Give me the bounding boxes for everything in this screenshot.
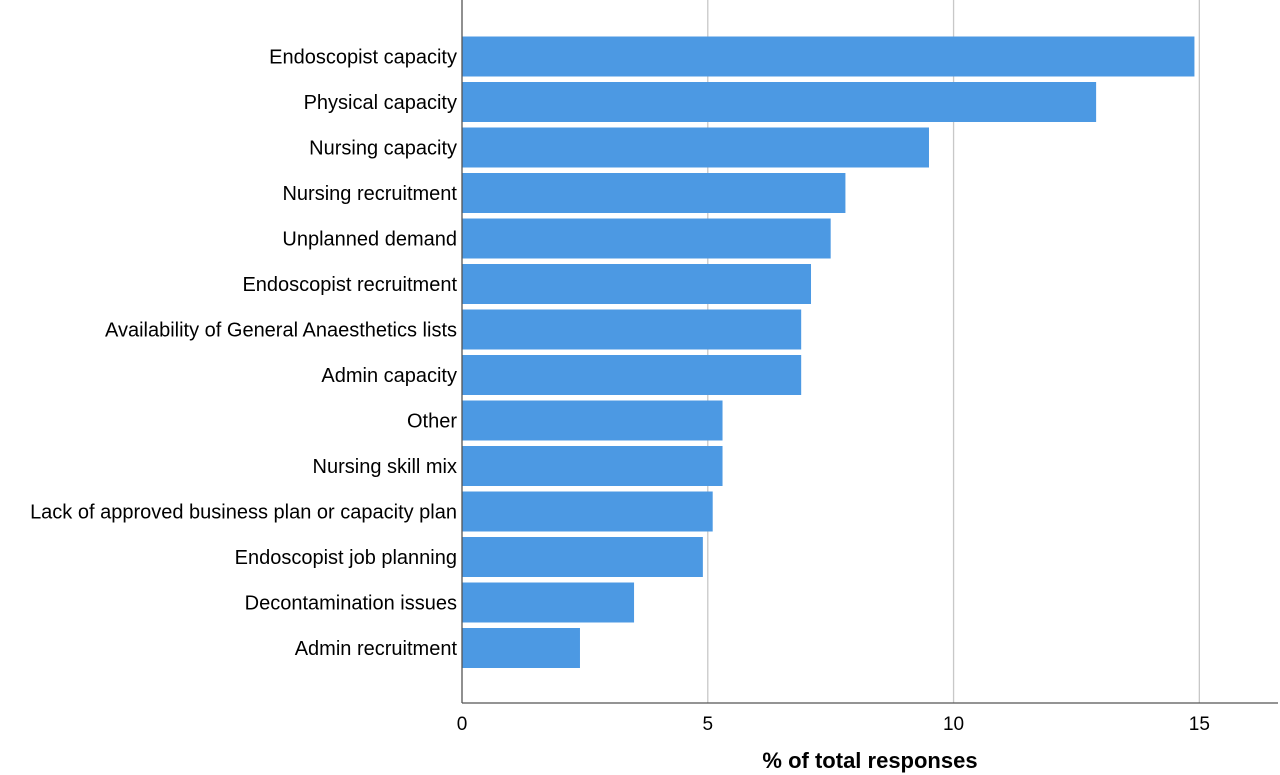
bar: [462, 446, 723, 486]
x-tick-label: 5: [702, 714, 713, 735]
category-label: Lack of approved business plan or capaci…: [30, 502, 457, 524]
bar: [462, 264, 812, 304]
bar: [462, 537, 703, 577]
category-label: Physical capacity: [304, 92, 457, 114]
bar: [462, 309, 802, 350]
axes: [461, 0, 1278, 704]
bar: [462, 582, 635, 623]
category-label: Endoscopist capacity: [269, 47, 457, 69]
category-label: Availability of General Anaesthetics lis…: [105, 320, 457, 342]
x-tick-label: 0: [457, 714, 468, 735]
category-label: Admin capacity: [321, 365, 457, 387]
x-axis-title: % of total responses: [762, 748, 977, 773]
bar: [462, 218, 831, 259]
bar: [462, 400, 723, 441]
category-label: Nursing skill mix: [313, 456, 457, 478]
x-tick-label: 10: [943, 714, 964, 735]
bar: [462, 628, 580, 668]
bar: [462, 36, 1195, 77]
category-label: Endoscopist recruitment: [242, 274, 457, 296]
category-label: Nursing recruitment: [282, 183, 457, 205]
bar: [462, 82, 1097, 122]
category-labels: Endoscopist capacity Physical capacity Nur…: [30, 47, 457, 661]
bars: [462, 36, 1195, 668]
category-label: Decontamination issues: [245, 593, 457, 615]
x-tick-label: 15: [1189, 714, 1210, 735]
category-label: Endoscopist job planning: [235, 547, 457, 569]
bar: [462, 491, 713, 532]
category-label: Unplanned demand: [282, 229, 457, 251]
category-label: Other: [407, 411, 457, 433]
category-label: Admin recruitment: [295, 638, 458, 660]
category-label: Nursing capacity: [309, 138, 457, 160]
bar: [462, 355, 802, 395]
bar: [462, 127, 929, 168]
x-tick-labels: 0 5 10 15: [457, 714, 1210, 735]
bar: [462, 173, 846, 213]
